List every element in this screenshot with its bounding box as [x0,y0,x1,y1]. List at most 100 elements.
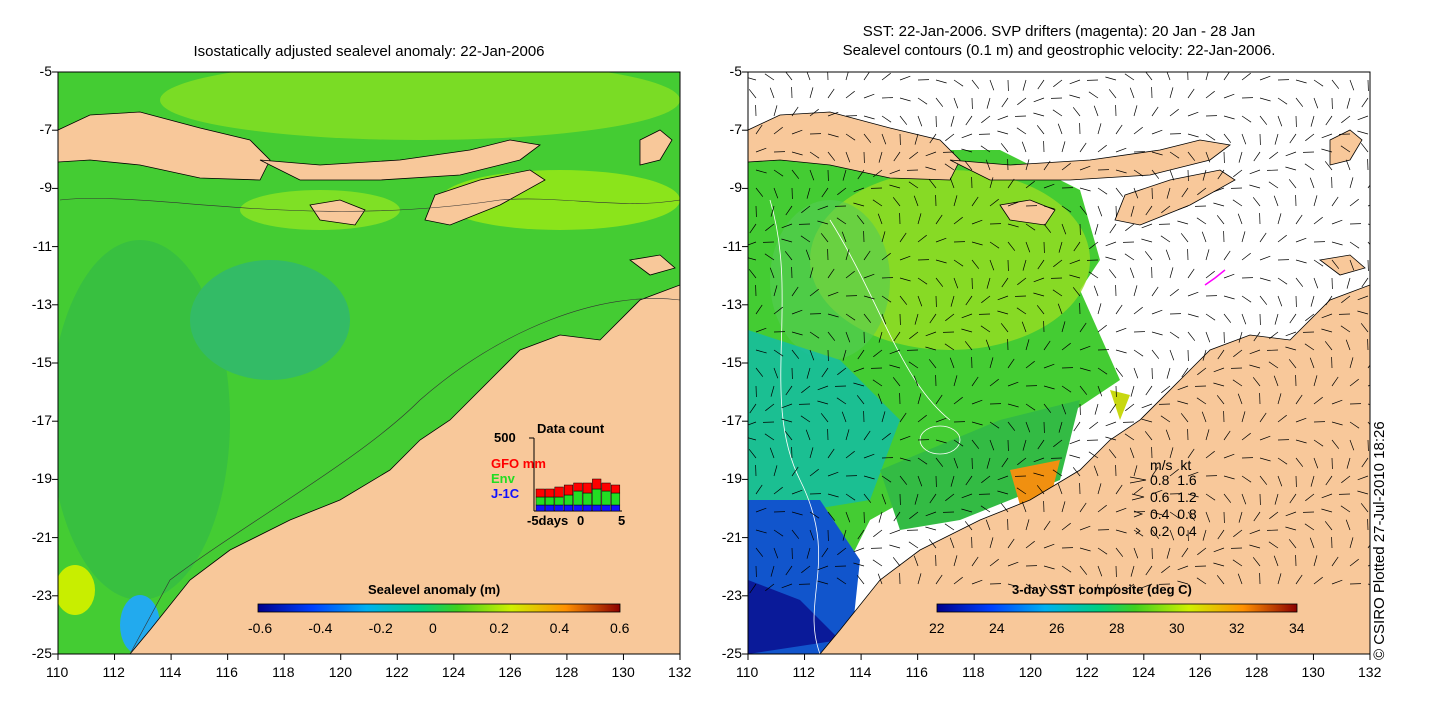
sst-cb-tick-5: 32 [1229,620,1245,636]
sla-cb-tick-2: -0.2 [368,620,393,636]
x-tick-left-120: 120 [328,664,353,680]
sla-cb-tick-5: 0.4 [549,620,570,636]
sla-cb-tick-1: -0.4 [308,620,333,636]
left-map-title: Isostatically adjusted sealevel anomaly:… [193,43,545,60]
hist-bar-segment [535,496,545,506]
hist-bar-segment [535,504,545,512]
velocity-legend-row-2: 0.4 0.8 [1150,506,1197,522]
hist-bar-segment [582,504,592,512]
hist-bar-segment [592,488,602,506]
x-tick-left-128: 128 [554,664,579,680]
hist-bar-segment [573,490,583,506]
hist-bar-segment [601,490,611,506]
y-tick-left--23: -23 [31,586,52,603]
hist-bar-segment [563,504,574,512]
hist-bar-segment [610,492,621,506]
timor-island [424,169,546,226]
x-tick-right-128: 128 [1244,664,1269,680]
sla-cb-tick-0: -0.6 [248,620,273,636]
y-tick-right--21: -21 [721,528,742,545]
sst-cb-tick-3: 28 [1109,620,1125,636]
x-tick-right-126: 126 [1188,664,1212,680]
y-tick-left--5: -5 [39,63,52,79]
x-tick-right-118: 118 [962,664,985,680]
x-tick-right-120: 120 [1018,664,1043,680]
series-gfo: GFO mm [491,456,546,471]
x-tick-right-112: 112 [792,664,815,680]
x-tick-left-118: 118 [272,664,295,680]
x-tick-left-112: 112 [102,664,125,680]
x-tick-left-124: 124 [441,664,466,680]
x-tick-left-126: 126 [498,664,522,680]
hist-bar-segment [545,504,555,512]
java-bali-island [58,111,271,181]
hist-bar-segment [582,482,592,494]
sst-colorbar-label: 3-day SST composite (deg C) [1012,582,1192,597]
y-tick-right--9: -9 [729,179,742,196]
hist-bar-segment [601,482,611,492]
y-tick-right--25: -25 [721,645,742,661]
y-tick-left--19: -19 [31,470,52,487]
right-map-plot [748,72,1370,654]
x-tick-left-130: 130 [611,664,635,680]
y-tick-right--19: -19 [721,470,742,487]
velocity-legend-arrow [1131,493,1145,501]
series-env: Env [491,471,515,486]
hist-x-label-2: 5 [618,513,626,528]
hist-bar-segment [554,504,564,512]
series-j1c: J-1C [491,486,520,501]
sla-cb-tick-3: 0 [429,620,437,636]
geostrophic-velocity-arrows [748,72,1370,596]
left-map-plot [58,72,680,654]
hist-x-label-0: -5days [527,513,569,528]
y-tick-left--13: -13 [31,295,52,312]
australia-landmass-right [819,284,1370,654]
hist-bar-segment [573,504,583,512]
x-tick-right-116: 116 [905,664,928,680]
sla-colorbar-label: Sealevel anomaly (m) [368,582,501,597]
y-tick-right--5: -5 [729,63,742,79]
x-tick-right-124: 124 [1131,664,1156,680]
velocity-legend-row-1: 0.6 1.2 [1150,489,1197,505]
hist-bar-segment [592,504,602,512]
x-tick-right-130: 130 [1301,664,1325,680]
hist-bar-segment [563,494,574,506]
velocity-legend-row-3: 0.2 0.4 [1150,523,1197,539]
x-tick-right-132: 132 [1358,664,1382,680]
y-tick-left--25: -25 [31,645,52,661]
x-tick-right-110: 110 [736,664,759,680]
hist-bar-segment [610,504,621,512]
y-tick-right--17: -17 [721,412,742,429]
hist-bar-segment [592,478,602,490]
velocity-legend-arrow [1135,527,1141,535]
x-tick-left-114: 114 [159,664,182,680]
sst-cb-tick-6: 34 [1289,620,1305,636]
y-tick-left--21: -21 [31,528,52,545]
sla-cb-tick-6: 0.6 [610,620,630,636]
australia-landmass [129,284,680,654]
data-count-histogram [529,437,622,512]
x-tick-left-110: 110 [46,664,69,680]
hist-bar-segment [601,504,611,512]
hist-bar-segment [554,496,564,506]
y-tick-right--13: -13 [721,295,742,312]
sst-cb-tick-4: 30 [1169,620,1185,636]
y-tick-left--9: -9 [39,179,52,196]
hist-bar-segment [545,496,555,506]
hist-bar-segment [610,484,621,494]
velocity-legend-arrow [1133,510,1144,518]
y-tick-right--15: -15 [721,354,742,370]
velocity-legend-row-0: 0.8 1.6 [1150,472,1197,488]
csiro-credit: © CSIRO Plotted 27-Jul-2010 18:26 [1371,421,1388,660]
sst-colorbar [936,603,1298,613]
x-tick-right-122: 122 [1075,664,1099,680]
data-count-title: Data count [537,421,605,436]
lesser-sunda-islands [259,139,541,181]
right-map-title-line2: Sealevel contours (0.1 m) and geostrophi… [842,42,1276,59]
y-tick-right--11: -11 [722,237,742,254]
sst-cb-tick-0: 22 [929,620,945,636]
x-tick-left-122: 122 [385,664,409,680]
y-tick-left--17: -17 [31,412,52,429]
hist-x-label-1: 0 [577,513,585,528]
